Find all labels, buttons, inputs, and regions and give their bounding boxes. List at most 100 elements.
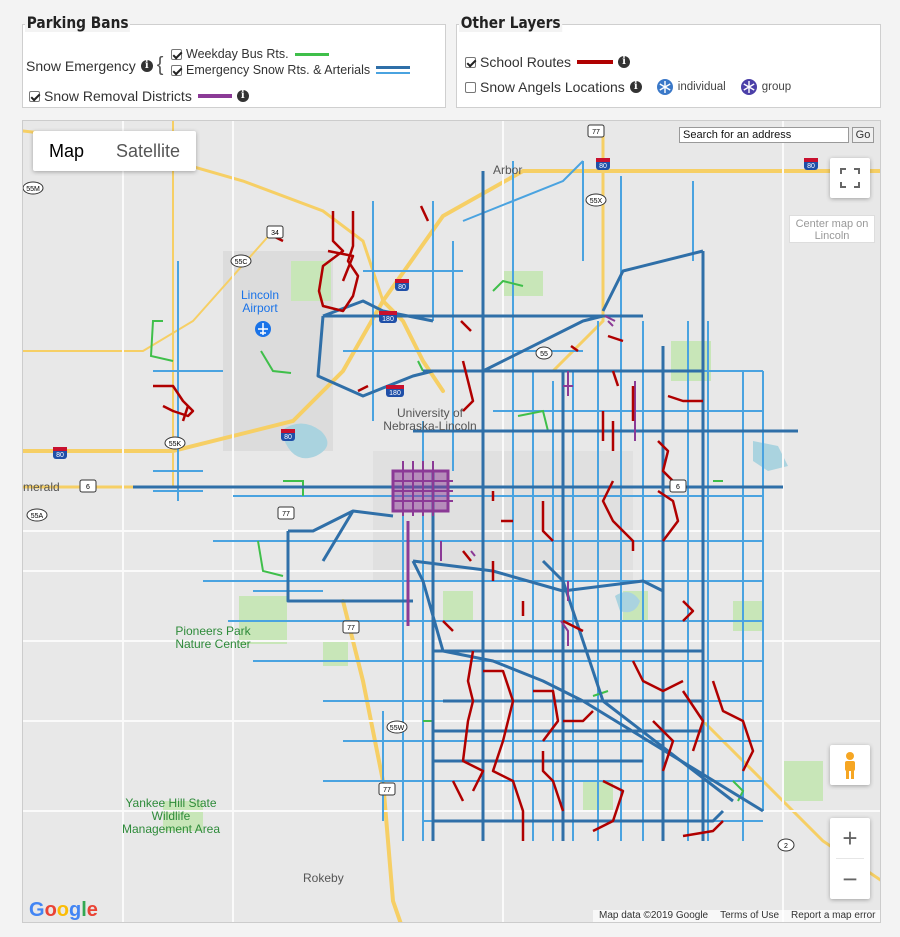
svg-text:80: 80	[599, 163, 607, 170]
interstate-shield-icon: 180	[379, 311, 397, 323]
zoom-divider	[836, 858, 864, 859]
svg-text:55: 55	[540, 351, 548, 358]
us-route-shield-icon: 6	[669, 479, 687, 493]
interstate-shield-icon: 80	[804, 158, 818, 170]
interstate-shield-icon: 80	[596, 158, 610, 170]
info-icon[interactable]: i	[618, 56, 631, 68]
svg-text:6: 6	[86, 484, 90, 491]
svg-text:77: 77	[282, 511, 290, 518]
weekday-bus-toggle[interactable]: Weekday Bus Rts.	[171, 47, 329, 61]
svg-text:34: 34	[271, 230, 279, 237]
interstate-shield-icon: 180	[386, 385, 404, 397]
place-label-unl: University of Nebraska-Lincoln	[383, 406, 477, 433]
map-type-control: Map Satellite	[33, 131, 197, 171]
map-type-map-button[interactable]: Map	[49, 141, 85, 161]
school-routes-label: School Routes	[480, 54, 572, 70]
place-label-arbor: Arbor	[493, 163, 523, 177]
place-label-emerald: merald	[23, 480, 60, 494]
info-icon[interactable]: i	[629, 81, 642, 93]
snow-angels-toggle[interactable]: Snow Angels Locations i individual group	[465, 78, 791, 96]
snow-removal-swatch	[197, 94, 232, 98]
snow-angels-group-label: group	[761, 81, 792, 93]
svg-text:2: 2	[784, 843, 788, 850]
attribution-bar: Map data ©2019 Google Terms of Use Repor…	[593, 910, 880, 922]
svg-text:180: 180	[389, 390, 401, 397]
place-label-rokeby: Rokeby	[303, 871, 344, 885]
us-route-shield-icon: 77	[277, 506, 295, 520]
us-route-shield-icon: 6	[79, 479, 97, 493]
svg-text:80: 80	[56, 452, 64, 459]
snow-removal-toggle[interactable]: Snow Removal Districts i	[29, 88, 249, 104]
svg-text:80: 80	[398, 284, 406, 291]
map-type-satellite-button[interactable]: Satellite	[116, 141, 181, 161]
report-error-link[interactable]: Report a map error	[791, 910, 876, 921]
svg-text:55W: 55W	[390, 725, 405, 732]
school-routes	[153, 205, 755, 841]
place-label-pioneers-park: Pioneers Park Nature Center	[175, 624, 251, 651]
other-layers-title: Other Layers	[459, 13, 563, 32]
svg-text:77: 77	[383, 787, 391, 794]
weekday-bus-checkbox[interactable]	[171, 48, 182, 60]
school-routes-checkbox[interactable]	[465, 56, 476, 68]
map-data-credit: Map data ©2019 Google	[599, 910, 709, 921]
school-routes-toggle[interactable]: School Routes i	[465, 54, 631, 70]
fullscreen-button[interactable]	[830, 158, 870, 198]
state-route-shield-icon: 55M	[23, 181, 44, 195]
bracket-glyph: {	[156, 54, 164, 76]
svg-text:180: 180	[382, 316, 394, 323]
weekday-bus-label: Weekday Bus Rts.	[186, 47, 289, 61]
snow-angels-individual-label: individual	[677, 81, 726, 93]
info-icon[interactable]: i	[140, 59, 153, 72]
svg-text:6: 6	[676, 484, 680, 491]
us-route-shield-icon: 77	[342, 620, 360, 634]
emergency-snow-toggle[interactable]: Emergency Snow Rts. & Arterials	[171, 63, 411, 77]
svg-text:55M: 55M	[26, 186, 40, 193]
svg-text:77: 77	[347, 625, 355, 632]
zoom-in-button[interactable]: +	[842, 823, 858, 853]
emergency-snow-checkbox[interactable]	[171, 64, 182, 76]
zoom-control: + −	[830, 818, 870, 899]
emergency-routes	[133, 171, 798, 841]
search-go-button[interactable]: Go	[852, 127, 874, 143]
state-route-shield-icon: 2	[777, 838, 795, 852]
svg-text:55X: 55X	[590, 198, 603, 205]
snow-removal-label: Snow Removal Districts	[44, 88, 192, 104]
svg-text:80: 80	[807, 163, 815, 170]
fullscreen-icon	[840, 168, 860, 188]
state-route-shield-icon: 55C	[230, 254, 252, 268]
street-view-button[interactable]	[830, 745, 870, 785]
svg-text:55A: 55A	[31, 513, 44, 520]
other-layers-panel: Other Layers School Routes i Snow Angels…	[456, 13, 881, 108]
state-route-shield-icon: 55K	[164, 436, 186, 450]
pegman-icon	[845, 752, 855, 779]
map-canvas[interactable]: 80 80 80 80 80 180 180 77 77 77 77 34 6 …	[22, 120, 881, 923]
terms-link[interactable]: Terms of Use	[720, 910, 780, 921]
snow-removal-districts	[391, 315, 636, 646]
svg-text:77: 77	[592, 129, 600, 136]
streets-layer	[23, 121, 880, 922]
place-label-lincoln-airport: Lincoln Airport	[240, 288, 280, 315]
snow-removal-checkbox[interactable]	[29, 90, 40, 102]
snow-emergency-label-row: Snow Emergency i {	[26, 54, 163, 77]
zoom-out-button[interactable]: −	[842, 864, 858, 894]
snowflake-individual-icon	[656, 79, 673, 95]
state-route-shield-icon: 55A	[26, 508, 48, 522]
us-route-shield-icon: 77	[378, 782, 396, 796]
snow-angels-checkbox[interactable]	[465, 81, 476, 93]
snow-angels-label: Snow Angels Locations	[480, 79, 625, 95]
parking-bans-panel: Parking Bans Snow Emergency i { Weekday …	[22, 13, 446, 108]
info-icon[interactable]: i	[236, 90, 249, 102]
us-route-shield-icon: 34	[266, 225, 284, 239]
snow-emergency-label: Snow Emergency	[26, 57, 136, 74]
emergency-snow-swatch	[376, 66, 411, 74]
address-search-input[interactable]	[679, 127, 849, 143]
svg-text:80: 80	[284, 434, 292, 441]
state-route-shield-icon: 55W	[386, 720, 408, 734]
place-label-yankee-hill: Yankee Hill State Wildlife Management Ar…	[121, 796, 221, 836]
center-map-button[interactable]: Center map on Lincoln	[789, 215, 875, 243]
interstate-shield-icon: 80	[395, 279, 409, 291]
airplane-icon	[255, 321, 271, 337]
emergency-snow-label: Emergency Snow Rts. & Arterials	[186, 63, 371, 77]
interstate-shield-icon: 80	[53, 447, 67, 459]
google-logo[interactable]: Google	[29, 899, 98, 921]
